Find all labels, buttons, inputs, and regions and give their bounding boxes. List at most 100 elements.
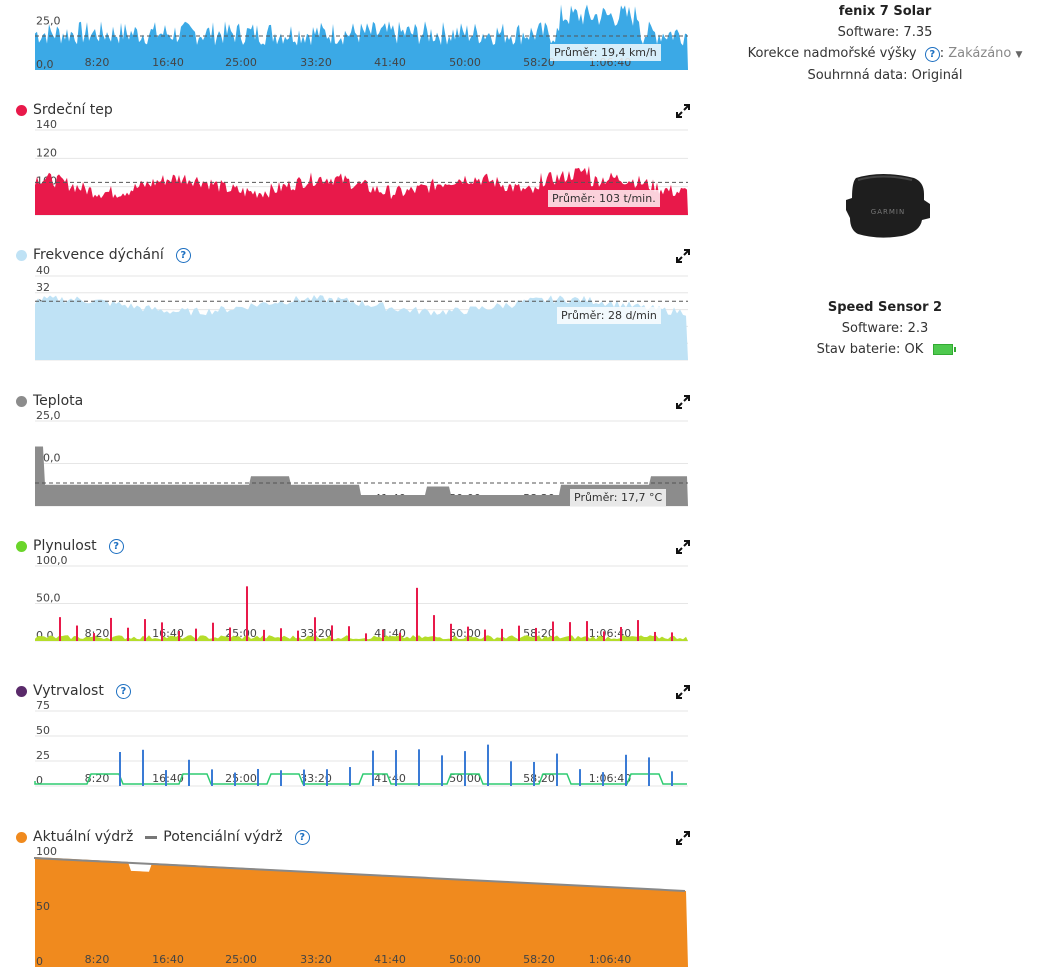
- question-circle-icon[interactable]: ?: [108, 538, 124, 554]
- expand-arrows-icon[interactable]: [676, 104, 690, 118]
- speed-chart: 0,0 25,0 8:20 16:40 25:00 33:20 41:40 50:00 58:2…: [0, 0, 700, 75]
- question-circle-icon[interactable]: ?: [294, 829, 310, 845]
- heart-rate-average-label: Průměr: 103 t/min.: [548, 190, 660, 207]
- x-tick-label: 58:20: [523, 627, 555, 640]
- y-tick-label: 25,0: [36, 14, 61, 27]
- elevation-correction: Korekce nadmořské výšky ?: Zakázáno ▼: [747, 46, 1023, 62]
- temperature-chart: Teplota 15,020,025,08:2016:4025:0033:204…: [0, 391, 700, 511]
- x-tick-label: 41:40: [374, 953, 406, 966]
- x-tick-label: 25:00: [225, 772, 257, 785]
- elevation-correction-value[interactable]: Zakázáno: [948, 46, 1012, 61]
- y-tick-label: 40: [36, 264, 50, 277]
- x-tick-label: 1:06:40: [589, 772, 631, 785]
- speed-chart-plot: 0,0 25,0 8:20 16:40 25:00 33:20 41:40 50:00 58:2…: [35, 4, 688, 71]
- respiration-plot: 08162432408:2016:4025:0033:2041:4050:005…: [35, 264, 688, 361]
- battery-icon: [933, 344, 957, 355]
- y-tick-label: 100,0: [36, 554, 68, 567]
- device-software: Software: 7.35: [837, 25, 933, 40]
- x-tick-label: 1:06:40: [589, 953, 631, 966]
- y-tick-label: 0: [36, 774, 43, 787]
- x-tick-label: 33:20: [300, 953, 332, 966]
- x-tick-label: 16:40: [152, 627, 184, 640]
- x-tick-label: 58:20: [523, 953, 555, 966]
- y-tick-label: 75: [36, 699, 50, 712]
- x-tick-label: 16:40: [152, 56, 184, 69]
- potential-stamina-line: [34, 857, 686, 892]
- question-circle-icon[interactable]: ?: [175, 247, 191, 263]
- respiration-average-label: Průměr: 28 d/min: [557, 307, 661, 324]
- heart-rate-dot-icon: [16, 104, 27, 116]
- sensor-battery-label: Stav baterie: OK: [816, 342, 924, 357]
- temperature-header: Teplota: [16, 391, 83, 411]
- speed-sensor-image: GARMIN: [846, 174, 930, 238]
- x-tick-label: 8:20: [85, 627, 110, 640]
- flow-title: Plynulost: [33, 538, 97, 554]
- temperature-title: Teplota: [33, 393, 84, 409]
- x-tick-label: 41:40: [374, 56, 406, 69]
- y-tick-label: 140: [36, 118, 57, 131]
- sensor-info: Speed Sensor 2 Software: 2.3 Stav bateri…: [720, 300, 1040, 357]
- y-tick-label: 32: [36, 281, 50, 294]
- sensor-name: Speed Sensor 2: [827, 300, 943, 315]
- expand-arrows-icon[interactable]: [676, 395, 690, 409]
- flow-header: Plynulost ?: [16, 536, 124, 556]
- respiration-area: [35, 294, 688, 360]
- sensor-battery: Stav baterie: OK: [720, 342, 1040, 357]
- grit-dot-icon: [16, 685, 27, 697]
- question-circle-icon[interactable]: ?: [924, 47, 940, 62]
- heart-rate-area: [35, 165, 688, 215]
- grit-plot: 02550758:2016:4025:0033:2041:4050:0058:2…: [34, 699, 688, 787]
- x-tick-label: 50:00: [449, 953, 481, 966]
- stamina-area: [35, 857, 688, 967]
- question-circle-icon[interactable]: ?: [115, 683, 131, 699]
- summary-data: Souhrnná data: Originál: [807, 68, 963, 83]
- stamina-dot-icon: [16, 831, 27, 843]
- x-tick-label: 50:00: [449, 56, 481, 69]
- x-tick-label: 16:40: [152, 953, 184, 966]
- speed-area: [35, 4, 688, 70]
- y-tick-label: 50: [36, 724, 50, 737]
- x-tick-label: 25:00: [225, 953, 257, 966]
- y-tick-label: 50: [36, 900, 50, 913]
- chevron-down-icon[interactable]: ▼: [1015, 50, 1023, 60]
- x-tick-label: 8:20: [85, 56, 110, 69]
- flow-dot-icon: [16, 540, 27, 552]
- heart-rate-title: Srdeční tep: [33, 102, 113, 118]
- respiration-header: Frekvence dýchání ?: [16, 245, 191, 265]
- respiration-chart: Frekvence dýchání ? 08162432408:2016:402…: [0, 245, 700, 365]
- x-tick-label: 25:00: [225, 56, 257, 69]
- x-tick-label: 58:20: [523, 56, 555, 69]
- y-tick-label: 0,0: [36, 58, 54, 71]
- x-tick-label: 58:20: [523, 772, 555, 785]
- temperature-average-label: Průměr: 17,7 °C: [570, 489, 667, 506]
- y-tick-label: 25: [36, 749, 50, 762]
- grit-line: [34, 773, 687, 785]
- x-tick-label: 41:40: [374, 772, 406, 785]
- grit-title: Vytrvalost: [33, 683, 104, 699]
- x-tick-label: 8:20: [85, 953, 110, 966]
- potential-stamina-title: Potenciální výdrž: [163, 829, 283, 845]
- stamina-header: Aktuální výdrž Potenciální výdrž ?: [16, 827, 310, 847]
- expand-arrows-icon[interactable]: [676, 831, 690, 845]
- x-tick-label: 33:20: [300, 56, 332, 69]
- elevation-correction-label: Korekce nadmořské výšky: [747, 46, 917, 61]
- potential-stamina-legend-line: [145, 835, 158, 839]
- temperature-area: [35, 446, 688, 506]
- sensor-software: Software: 2.3: [841, 321, 929, 336]
- y-tick-label: 25,0: [36, 409, 61, 422]
- expand-arrows-icon[interactable]: [676, 249, 690, 263]
- heart-rate-chart: Srdeční tep 801001201408:2016:4025:0033:…: [0, 100, 700, 220]
- device-name: fenix 7 Solar: [838, 4, 932, 19]
- temperature-dot-icon: [16, 395, 27, 407]
- y-tick-label: 50,0: [36, 592, 61, 605]
- x-tick-label: 33:20: [300, 772, 332, 785]
- y-tick-label: 120: [36, 146, 57, 159]
- stamina-chart: Aktuální výdrž Potenciální výdrž ? 0 50 10…: [0, 827, 700, 968]
- expand-arrows-icon[interactable]: [676, 685, 690, 699]
- respiration-title: Frekvence dýchání: [33, 247, 164, 263]
- stamina-title: Aktuální výdrž: [33, 829, 134, 845]
- expand-arrows-icon[interactable]: [676, 540, 690, 554]
- respiration-dot-icon: [16, 249, 27, 261]
- stamina-plot: 0 50 100 8:20 16:40 25:00 33:20 41:40 50:00 58:20…: [34, 845, 688, 968]
- svg-text:GARMIN: GARMIN: [871, 208, 905, 216]
